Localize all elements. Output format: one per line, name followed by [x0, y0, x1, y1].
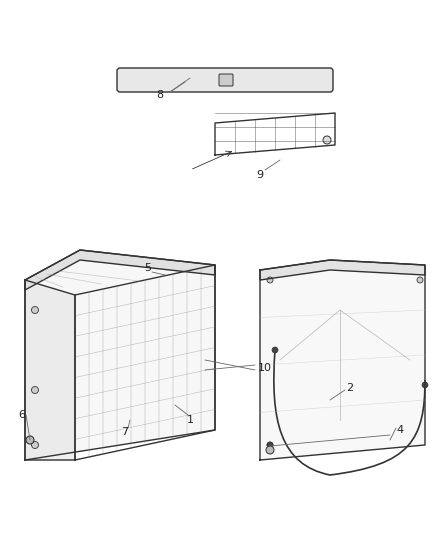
Circle shape: [32, 386, 39, 393]
Circle shape: [267, 277, 273, 283]
Text: 6: 6: [18, 410, 25, 420]
Polygon shape: [25, 250, 215, 290]
Text: 5: 5: [145, 263, 152, 273]
Polygon shape: [260, 260, 425, 280]
FancyBboxPatch shape: [219, 74, 233, 86]
Polygon shape: [25, 280, 75, 460]
Circle shape: [272, 347, 278, 353]
Polygon shape: [25, 250, 215, 460]
Text: 8: 8: [156, 90, 163, 100]
Circle shape: [266, 446, 274, 454]
Text: 1: 1: [187, 415, 194, 425]
Text: 10: 10: [258, 363, 272, 373]
FancyBboxPatch shape: [117, 68, 333, 92]
Circle shape: [32, 306, 39, 313]
Polygon shape: [260, 260, 425, 460]
Circle shape: [323, 136, 331, 144]
Circle shape: [267, 442, 273, 448]
Text: 7: 7: [121, 427, 129, 437]
Circle shape: [32, 441, 39, 448]
Circle shape: [267, 442, 273, 448]
Circle shape: [417, 277, 423, 283]
Circle shape: [26, 436, 34, 444]
Text: 2: 2: [346, 383, 353, 393]
Text: 4: 4: [396, 425, 403, 435]
Text: 9: 9: [256, 170, 264, 180]
Circle shape: [422, 382, 428, 388]
